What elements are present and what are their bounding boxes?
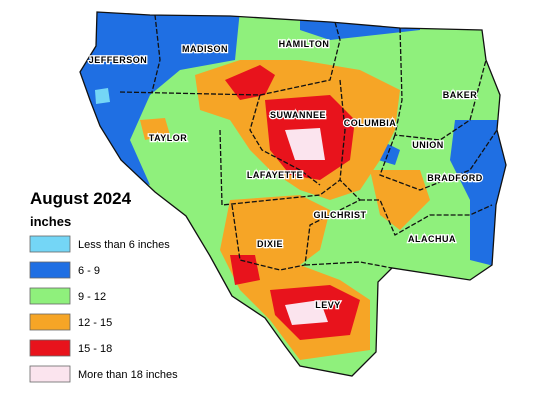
county-label: BRADFORD	[427, 173, 483, 183]
legend-label: 12 - 15	[78, 317, 112, 329]
rainfall-area	[80, 12, 240, 185]
county-label: COLUMBIA	[344, 118, 397, 128]
legend-unit: inches	[30, 214, 71, 229]
county-label: TAYLOR	[149, 133, 188, 143]
legend: August 2024 inches Less than 6 inches 6 -…	[29, 189, 178, 383]
rainfall-area	[225, 65, 275, 100]
rainfall-area	[95, 88, 110, 104]
legend-swatch	[29, 287, 71, 305]
legend-swatch	[29, 365, 71, 383]
legend-label: Less than 6 inches	[78, 239, 170, 251]
legend-title: August 2024	[30, 189, 132, 208]
rainfall-area	[370, 170, 430, 230]
rainfall-area	[285, 128, 325, 160]
rainfall-area	[140, 118, 170, 140]
county-label: LEVY	[315, 300, 341, 310]
county-label: MADISON	[182, 44, 228, 54]
legend-label: 9 - 12	[78, 291, 106, 303]
county-label: GILCHRIST	[314, 210, 367, 220]
legend-label: 6 - 9	[78, 265, 100, 277]
rainfall-area	[285, 300, 328, 325]
legend-label: More than 18 inches	[78, 369, 178, 381]
county-label: UNION	[412, 140, 444, 150]
legend-swatch	[29, 261, 71, 279]
county-label: DIXIE	[257, 239, 283, 249]
legend-swatch	[29, 235, 71, 253]
county-label: JEFFERSON	[89, 55, 148, 65]
county-label: LAFAYETTE	[247, 170, 303, 180]
rainfall-area	[230, 255, 260, 285]
legend-swatch	[29, 313, 71, 331]
county-borders	[119, 14, 498, 271]
legend-swatch	[29, 339, 71, 357]
county-label: ALACHUA	[408, 234, 456, 244]
region-outline	[79, 11, 507, 377]
county-label: BAKER	[443, 90, 478, 100]
county-labels: JEFFERSON MADISON HAMILTON BAKER SUWANNEE COL…	[87, 38, 483, 312]
legend-label: 15 - 18	[78, 343, 112, 355]
county-label: HAMILTON	[279, 39, 330, 49]
county-label: SUWANNEE	[270, 110, 326, 120]
